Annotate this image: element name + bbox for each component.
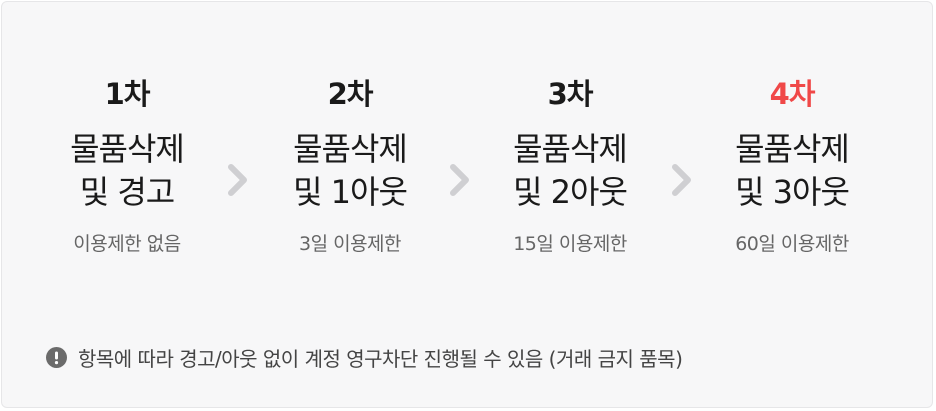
step-title: 4차 (769, 77, 816, 111)
notice-text: 항목에 따라 경고/아웃 없이 계정 영구차단 진행될 수 있음 (거래 금지 … (78, 346, 683, 371)
penalty-step-1: 1차 물품삭제 및 경고 이용제한 없음 (27, 76, 227, 256)
chevron-right-icon (228, 164, 247, 196)
chevron-right-icon (672, 164, 691, 196)
step-action-line2: 및 3아웃 (735, 173, 850, 211)
step-action-line2: 및 2아웃 (513, 173, 628, 211)
step-limit: 이용제한 없음 (73, 233, 181, 255)
penalty-step-3: 3차 물품삭제 및 2아웃 15일 이용제한 (470, 76, 670, 256)
step-action-line2: 및 경고 (79, 173, 176, 211)
step-limit: 3일 이용제한 (298, 233, 402, 255)
notice: 항목에 따라 경고/아웃 없이 계정 영구차단 진행될 수 있음 (거래 금지 … (46, 342, 683, 372)
step-action-line1: 물품삭제 (513, 130, 628, 168)
step-limit: 60일 이용제한 (735, 233, 849, 255)
step-title: 2차 (327, 77, 374, 111)
penalty-step-4: 4차 물품삭제 및 3아웃 60일 이용제한 (692, 76, 892, 256)
penalty-step-2: 2차 물품삭제 및 1아웃 3일 이용제한 (250, 76, 450, 256)
step-action: 물품삭제 및 3아웃 (692, 128, 892, 214)
exclamation-circle-icon (46, 346, 67, 368)
step-action-line1: 물품삭제 (70, 130, 185, 168)
step-action-line2: 및 1아웃 (293, 173, 408, 211)
step-action: 물품삭제 및 1아웃 (250, 128, 450, 214)
step-action: 물품삭제 및 경고 (27, 128, 227, 214)
step-title: 1차 (104, 77, 151, 111)
step-action-line1: 물품삭제 (293, 130, 408, 168)
penalty-steps: 1차 물품삭제 및 경고 이용제한 없음 2차 물품삭제 및 1아웃 3일 이용… (2, 2, 932, 302)
step-title: 3차 (547, 77, 594, 111)
step-action: 물품삭제 및 2아웃 (470, 128, 670, 214)
chevron-right-icon (450, 164, 469, 196)
step-action-line1: 물품삭제 (735, 130, 850, 168)
step-limit: 15일 이용제한 (513, 233, 627, 255)
